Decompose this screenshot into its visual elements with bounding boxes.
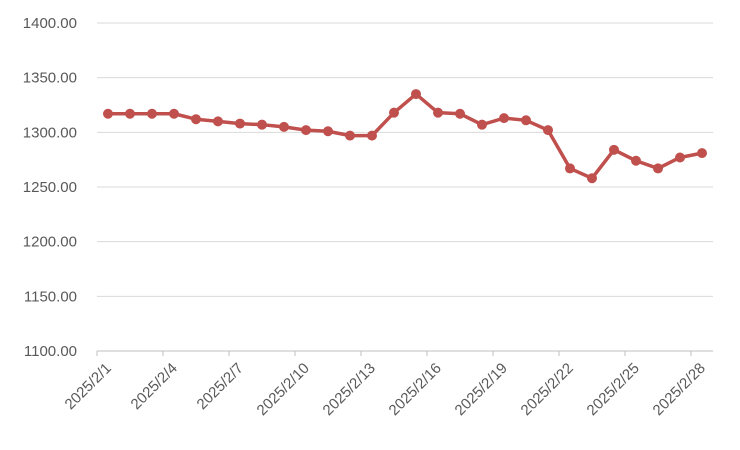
x-tick-label: 2025/2/13 [320,360,379,419]
data-point [147,108,157,119]
data-point [389,107,399,118]
data-point [499,113,509,124]
x-tick-label: 2025/2/4 [128,360,181,413]
x-tick-labels: 2025/2/1 2025/2/4 2025/2/7 2025/2/10 2025/2/… [62,360,709,419]
data-point [609,144,619,155]
data-point [587,173,597,184]
data-point [191,114,201,125]
y-tick-label: 1350.00 [23,70,77,87]
y-tick-labels: 1100.00 1150.00 1200.00 1250.00 1300.00 1350.… [23,15,77,360]
data-point [653,163,663,174]
gridlines [97,22,713,297]
x-tick-label: 2025/2/19 [452,360,511,419]
data-point [323,126,333,137]
data-point [477,119,487,130]
data-point [235,118,245,129]
y-tick-label: 1200.00 [23,234,77,251]
data-point [367,130,377,141]
data-point [103,108,113,119]
data-point [543,125,553,136]
x-tick-label: 2025/2/22 [518,360,577,419]
data-point [279,121,289,132]
data-point [213,116,223,127]
axes [96,350,713,356]
x-tick-label: 2025/2/25 [584,360,643,419]
data-point [521,115,531,126]
x-tick-label: 2025/2/16 [386,360,445,419]
data-point [301,125,311,136]
x-tick-label: 2025/2/1 [62,360,115,413]
data-point [169,108,179,119]
data-point [565,163,575,174]
data-point [257,119,267,130]
series [103,89,707,184]
y-tick-label: 1300.00 [23,124,77,141]
y-tick-label: 1250.00 [23,179,77,196]
data-point [697,148,707,159]
x-tick-label: 2025/2/7 [194,360,247,413]
y-tick-label: 1400.00 [23,15,77,32]
series-line [106,92,704,180]
data-point [455,108,465,119]
data-point [411,89,421,100]
y-tick-label: 1150.00 [24,288,77,305]
x-tick-label: 2025/2/10 [254,360,313,419]
x-tick-label: 2025/2/28 [650,360,709,419]
data-point [345,130,355,141]
y-tick-label: 1100.00 [24,343,77,360]
data-point [433,107,443,118]
data-point [675,152,685,163]
data-point [125,108,135,119]
data-point [631,155,641,166]
